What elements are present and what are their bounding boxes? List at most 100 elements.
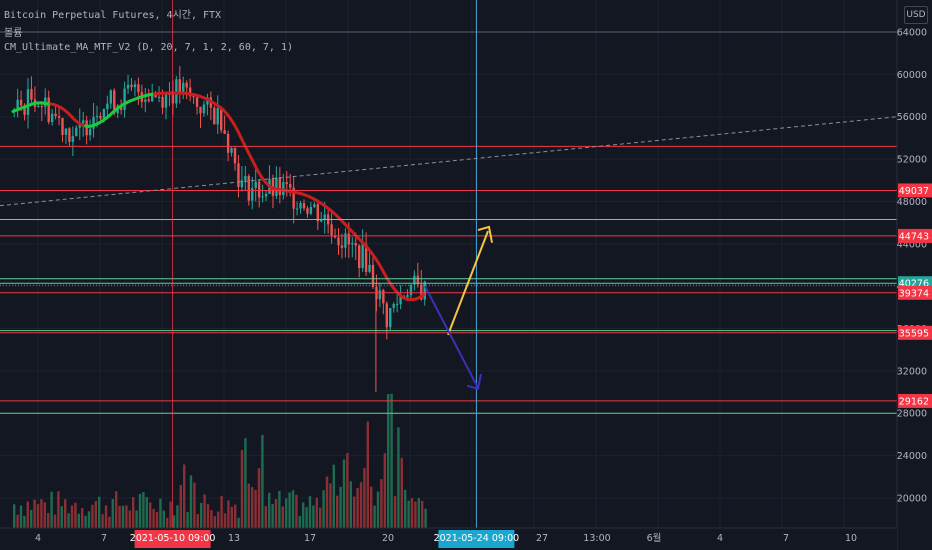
volume-bar <box>50 491 53 528</box>
candle-body <box>88 128 92 136</box>
candle-body <box>137 84 140 93</box>
candle-body <box>157 96 161 98</box>
volume-bar <box>128 510 131 528</box>
volume-bar <box>159 498 162 528</box>
volume-bar <box>404 489 407 528</box>
candle-body <box>123 88 126 111</box>
candle-body <box>164 92 168 108</box>
currency-button[interactable]: USD <box>904 6 928 24</box>
candle-body <box>254 181 257 189</box>
time-tick-label: 27 <box>536 533 548 544</box>
volume-bar <box>322 490 325 528</box>
candle-body <box>71 136 75 142</box>
candle-body <box>85 120 88 136</box>
volume-bar <box>206 504 210 528</box>
volume-bars <box>13 393 427 528</box>
volume-bar <box>407 500 410 528</box>
candle-body <box>423 281 426 300</box>
volume-bar <box>417 498 420 528</box>
candle-body <box>126 84 130 89</box>
candle-body <box>295 208 299 210</box>
price-tick-label: 20000 <box>897 493 927 504</box>
candle-body <box>368 264 371 272</box>
volume-bar <box>189 475 193 528</box>
volume-bar <box>298 515 301 528</box>
volume-bar <box>57 491 60 528</box>
candle-body <box>82 120 85 124</box>
price-level-badge <box>898 325 932 340</box>
volume-bar <box>383 453 386 528</box>
price-tick-label: 32000 <box>897 366 927 377</box>
volume-bar <box>356 488 359 528</box>
volume-bar <box>230 506 233 528</box>
candle-body <box>285 182 288 185</box>
candle-body <box>382 290 385 304</box>
candle-body <box>192 96 195 98</box>
candle-body <box>57 116 61 118</box>
trend-line[interactable] <box>0 116 898 207</box>
candle-body <box>151 95 154 102</box>
price-axis-bg <box>897 0 932 550</box>
volume-bar <box>234 504 237 528</box>
price-axis[interactable]: 6400060000560005200048000440004000036000… <box>896 0 932 550</box>
candle-body <box>395 303 399 305</box>
volume-bar <box>227 500 230 528</box>
price-tick-label: 48000 <box>897 197 927 208</box>
volume-bar <box>240 449 244 528</box>
candle-body <box>354 243 357 246</box>
volume-bar <box>149 502 152 528</box>
volume-bar <box>84 515 87 528</box>
volume-bar <box>142 492 145 528</box>
volume-bar <box>288 492 291 528</box>
chart-title[interactable]: Bitcoin Perpetual Futures, 4시간, FTX <box>4 10 222 21</box>
volume-bar <box>125 505 128 528</box>
candle-body <box>347 233 351 245</box>
candle-body <box>147 99 150 102</box>
candle-body <box>182 82 185 94</box>
volume-bar <box>329 483 332 528</box>
volume-bar <box>346 452 349 528</box>
indicator-legend[interactable]: CM_Ultimate_MA_MTF_V2 (D, 20, 7, 1, 2, 6… <box>4 42 293 53</box>
volume-bar <box>308 496 312 528</box>
volume-bar <box>121 505 125 528</box>
volume-bar <box>315 497 318 528</box>
volume-bar <box>359 482 363 528</box>
time-axis[interactable]: 4 7 2021-05-10 09:00 13 17 20 2021-05-24 09:00… <box>0 527 897 550</box>
candle-body <box>389 307 392 328</box>
candle-body <box>185 82 188 88</box>
volume-bar <box>312 505 315 528</box>
volume-bar <box>393 496 397 528</box>
volume-bar <box>302 502 305 528</box>
price-tick-label: 28000 <box>897 409 927 420</box>
candle-body <box>306 208 309 214</box>
candle-body <box>226 133 230 153</box>
candle-body <box>64 128 68 135</box>
price-level-badge-label: 40276 <box>899 279 929 290</box>
volume-bar <box>336 495 339 528</box>
volume-bar <box>91 504 94 528</box>
volume-bar <box>169 501 172 528</box>
time-marker-badge <box>438 530 515 548</box>
volume-bar <box>410 498 414 528</box>
time-marker-badge <box>134 530 211 548</box>
volume-label[interactable]: 볼륨 <box>4 28 23 39</box>
candle-body <box>385 303 388 328</box>
price-level-badge <box>898 228 932 243</box>
time-tick-label: 13 <box>228 533 240 544</box>
price-tick-label: 52000 <box>897 155 927 166</box>
volume-bar <box>373 505 376 528</box>
volume-bar <box>53 514 57 528</box>
volume-bar <box>305 507 308 528</box>
time-marker-label: 2021-05-24 09:00 <box>434 533 520 544</box>
time-tick-label: 20 <box>382 533 394 544</box>
volume-bar <box>397 427 400 528</box>
projection-arrows[interactable] <box>424 225 493 391</box>
price-tick-label: 56000 <box>897 112 927 123</box>
candle-body <box>323 214 326 220</box>
price-level-badge-label: 35595 <box>899 328 929 339</box>
time-tick-label: 4 <box>717 533 723 544</box>
volume-bar <box>135 510 138 528</box>
